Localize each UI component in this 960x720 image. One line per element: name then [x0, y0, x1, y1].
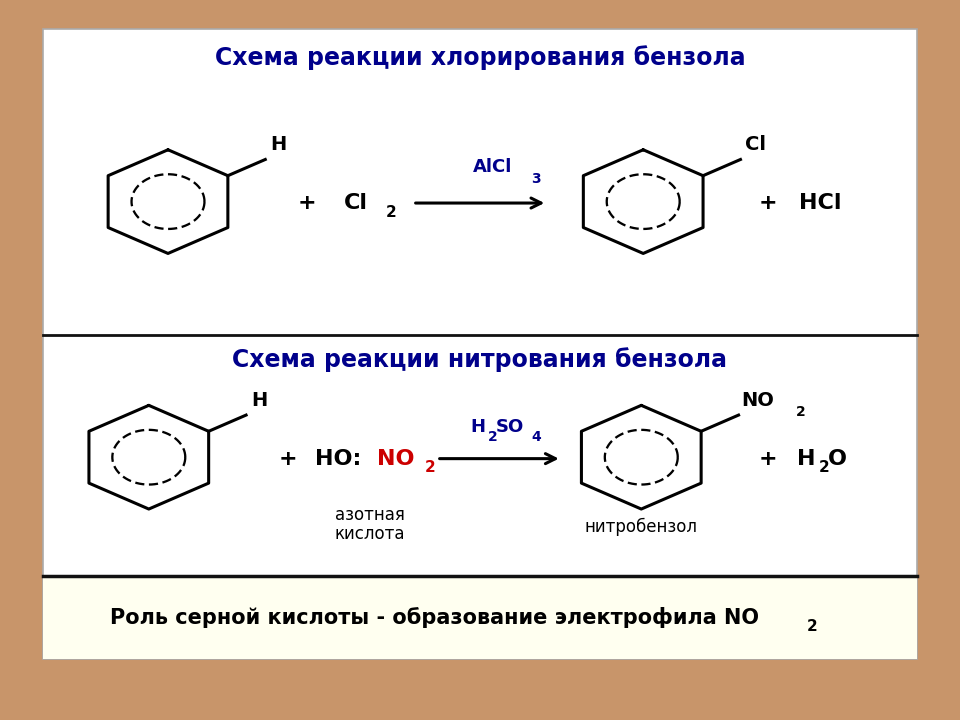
Text: 4: 4: [532, 431, 541, 444]
Text: HCl: HCl: [799, 193, 841, 213]
Text: Cl: Cl: [344, 193, 368, 213]
Text: Cl: Cl: [745, 135, 766, 155]
Text: +: +: [278, 449, 298, 469]
Text: азотная: азотная: [335, 505, 404, 524]
Text: H: H: [270, 135, 286, 155]
Text: нитробензол: нитробензол: [585, 518, 698, 536]
Text: O: O: [828, 449, 847, 469]
Text: NO: NO: [741, 391, 775, 410]
Text: кислота: кислота: [334, 526, 405, 543]
Text: Схема реакции нитрования бензола: Схема реакции нитрования бензола: [232, 348, 728, 372]
Bar: [43, 29, 917, 659]
Text: +: +: [758, 193, 778, 213]
Text: +: +: [758, 449, 778, 469]
Text: 3: 3: [531, 172, 540, 186]
Text: NO: NO: [377, 449, 415, 469]
Text: 2: 2: [796, 405, 805, 419]
Text: H: H: [470, 418, 486, 436]
Text: 2: 2: [424, 461, 435, 475]
Text: AlCl: AlCl: [473, 158, 513, 176]
Text: H: H: [251, 391, 267, 410]
Text: HO:: HO:: [315, 449, 361, 469]
Bar: [43, 576, 917, 659]
Text: 2: 2: [488, 431, 497, 444]
Text: 2: 2: [806, 619, 817, 634]
Text: +: +: [298, 193, 317, 213]
Text: H: H: [797, 449, 815, 469]
Text: Роль серной кислоты - образование электрофила NO: Роль серной кислоты - образование электр…: [110, 606, 759, 628]
Text: 2: 2: [819, 461, 829, 475]
Text: Схема реакции хлорирования бензола: Схема реакции хлорирования бензола: [215, 45, 745, 70]
Text: 2: 2: [386, 205, 396, 220]
Text: SO: SO: [495, 418, 523, 436]
